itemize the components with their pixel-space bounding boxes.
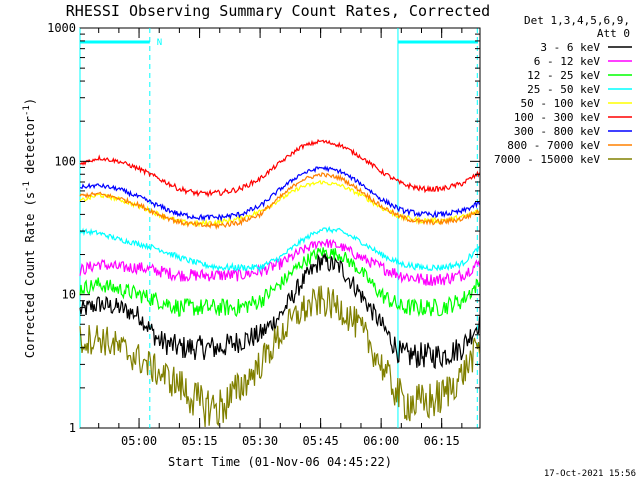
legend-header-line-1: Det 1,3,4,5,6,9, — [524, 14, 630, 27]
series-line-5 — [79, 138, 481, 198]
series-layer — [79, 138, 481, 428]
series-line-6 — [79, 165, 481, 223]
x-tick-label-5: 06:15 — [424, 434, 460, 448]
y-tick-label-3: 1000 — [47, 21, 76, 35]
series-line-2 — [79, 247, 481, 318]
legend-label-6: 300 - 800 keV — [514, 125, 600, 138]
legend-label-2: 12 - 25 keV — [527, 69, 600, 82]
y-axis-label: Corrected Count Rate (s-1 detector-1) — [22, 98, 37, 358]
legend-label-0: 3 - 6 keV — [540, 41, 600, 54]
series-line-0 — [79, 253, 481, 370]
legend-label-4: 50 - 100 keV — [521, 97, 601, 110]
legend-label-1: 6 - 12 keV — [534, 55, 601, 68]
series-line-1 — [79, 238, 481, 287]
y-tick-label-2: 100 — [54, 154, 76, 168]
legend-label-7: 800 - 7000 keV — [507, 139, 600, 152]
timestamp: 17-Oct-2021 15:56 — [544, 469, 636, 479]
legend-label-3: 25 - 50 keV — [527, 83, 600, 96]
x-tick-label-2: 05:30 — [242, 434, 278, 448]
tick-layer: 1 10 100 1000 05:00 05:15 05:30 05:45 06:00 06:15 — [47, 21, 480, 448]
legend-header-line-2: Att 0 — [597, 27, 630, 40]
legend-label-8: 7000 - 15000 keV — [494, 153, 600, 166]
x-tick-label-1: 05:15 — [182, 434, 218, 448]
y-tick-label-0: 1 — [69, 421, 76, 435]
night-flag-label: N — [157, 38, 162, 48]
legend-label-5: 100 - 300 keV — [514, 111, 600, 124]
series-line-3 — [79, 225, 480, 273]
x-tick-label-0: 05:00 — [121, 434, 157, 448]
x-tick-label-3: 05:45 — [303, 434, 339, 448]
chart-title: RHESSI Observing Summary Count Rates, Co… — [66, 2, 490, 20]
x-tick-label-4: 06:00 — [363, 434, 399, 448]
y-tick-label-1: 10 — [62, 288, 76, 302]
series-line-7 — [79, 172, 480, 230]
x-axis-label: Start Time (01-Nov-06 04:45:22) — [168, 455, 392, 469]
series-line-8 — [79, 285, 481, 428]
